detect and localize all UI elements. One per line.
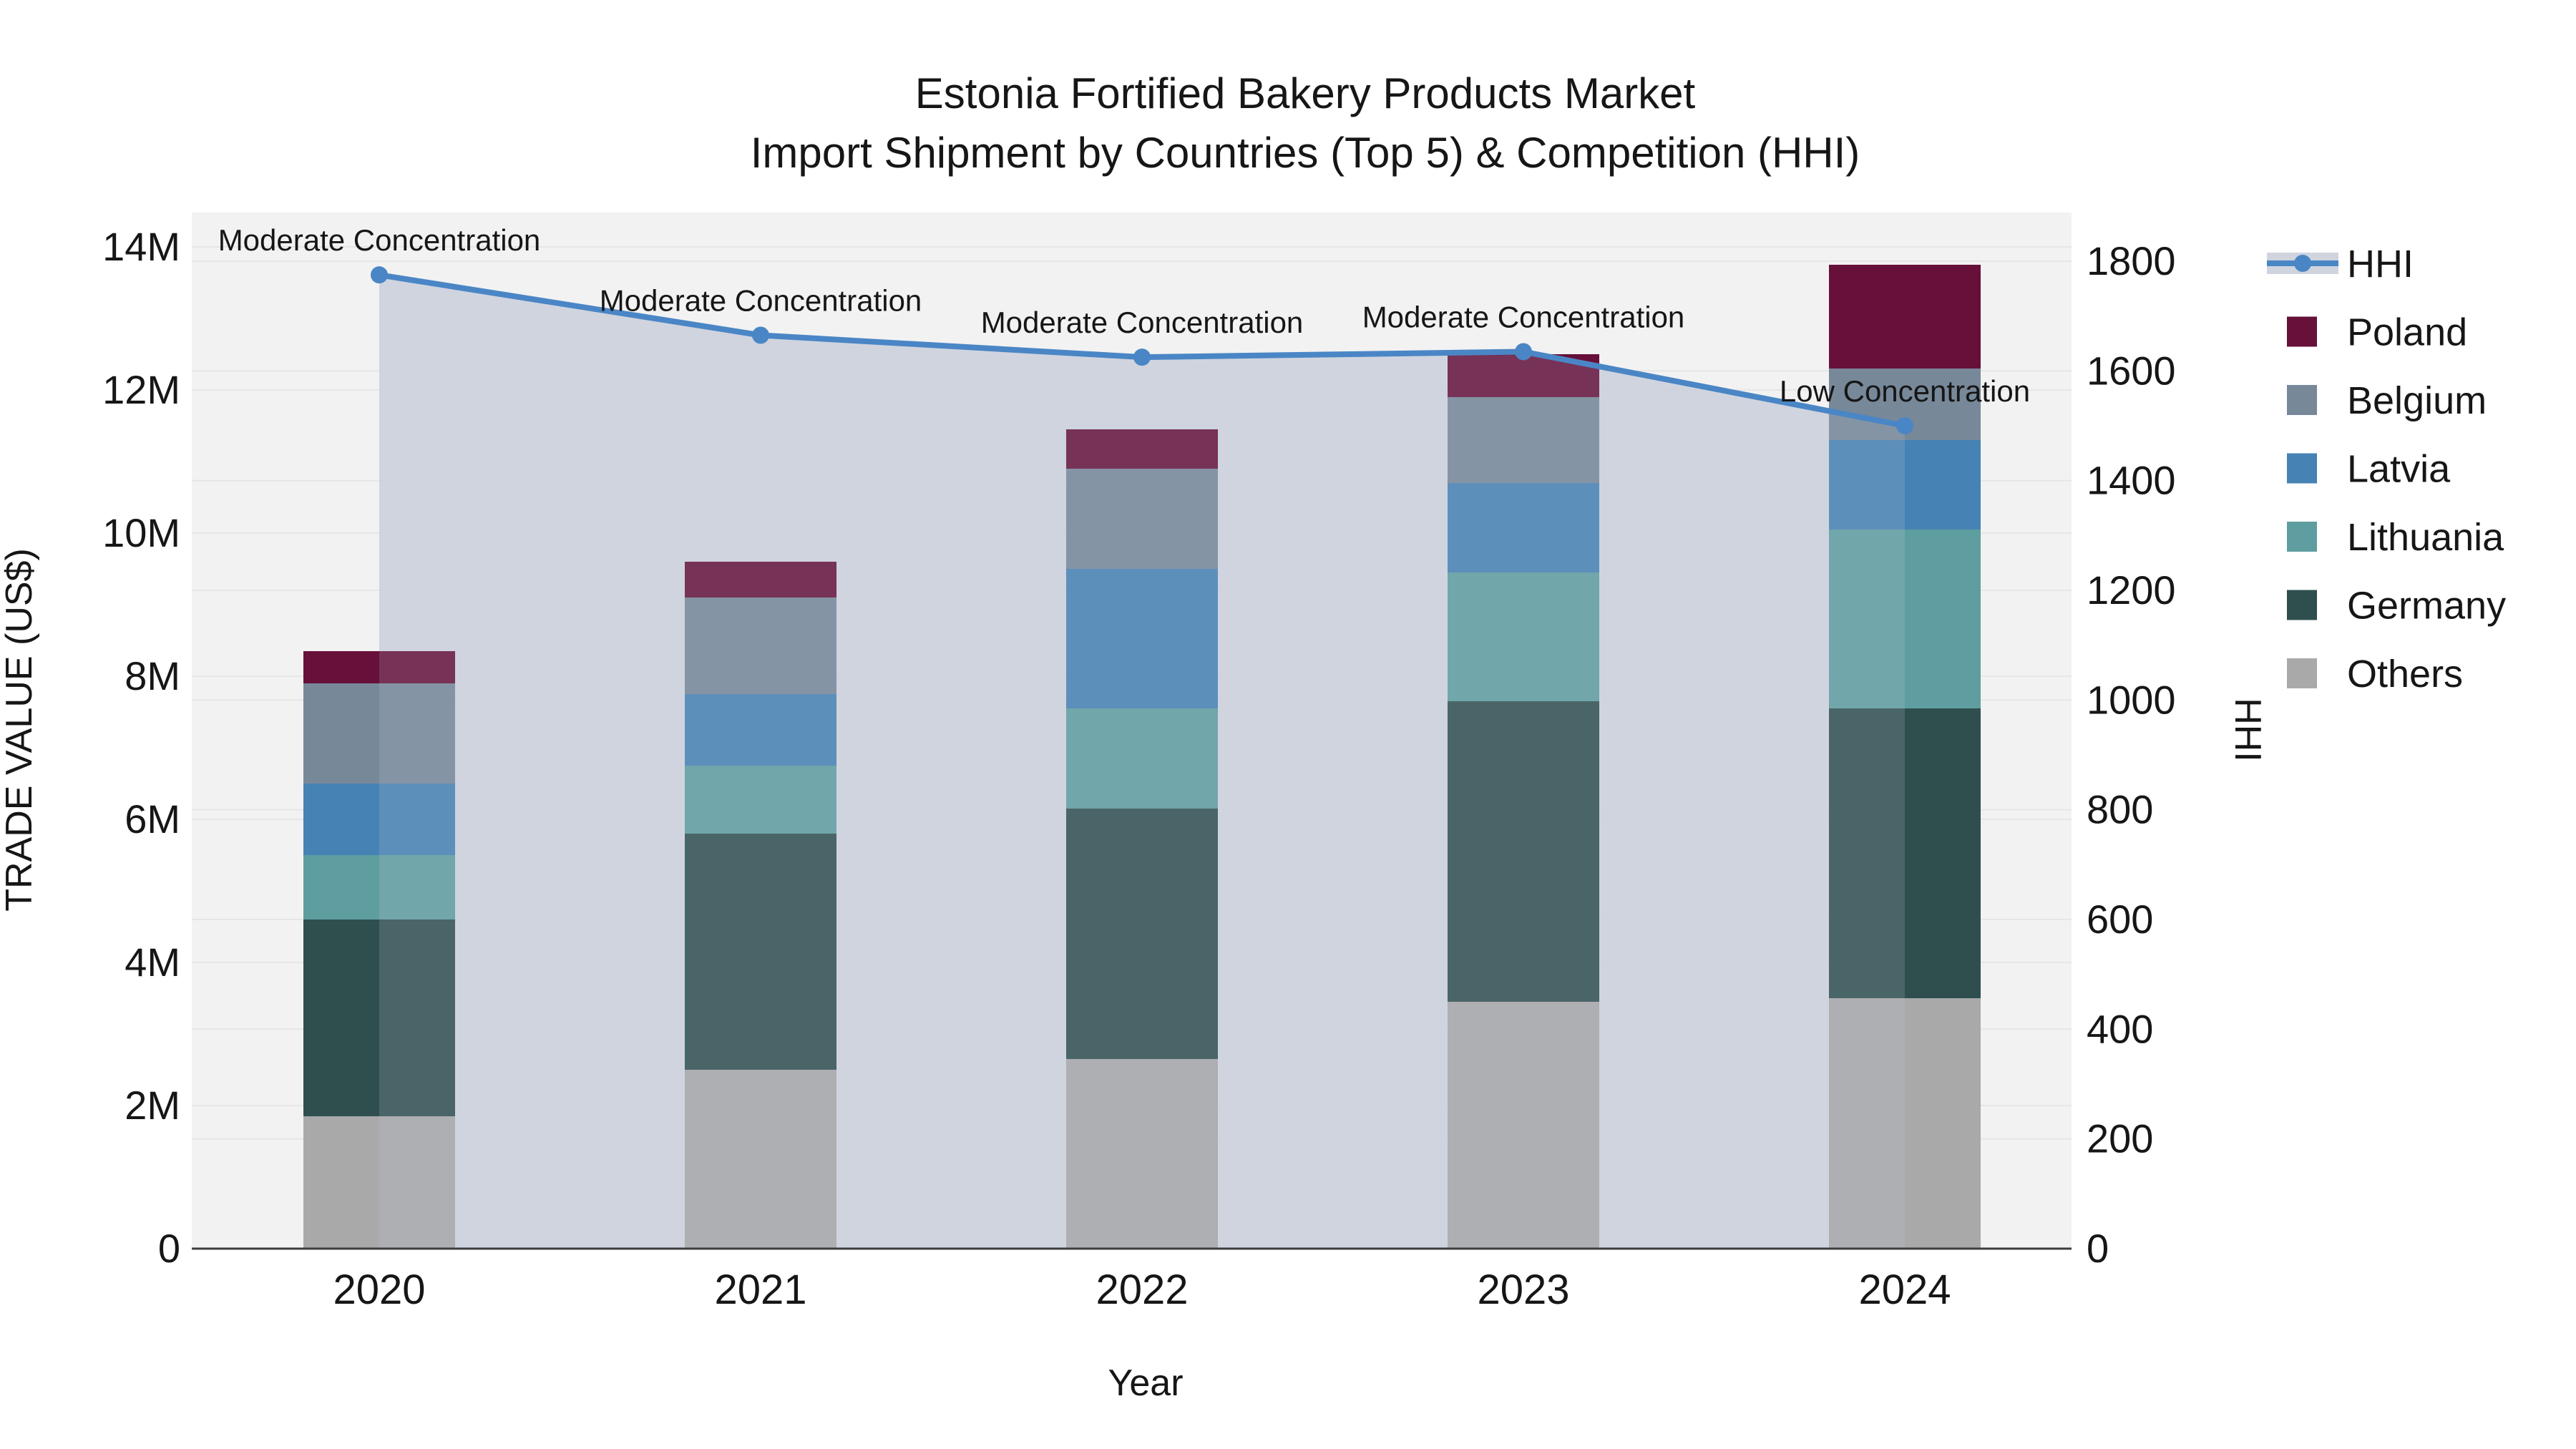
- legend-item-poland[interactable]: Poland: [2287, 311, 2467, 354]
- legend-hhi-marker-swatch: [2294, 255, 2311, 272]
- hhi-marker-2020[interactable]: [371, 266, 388, 284]
- legend-swatch-latvia: [2287, 453, 2317, 484]
- stacked-bars: [303, 265, 1981, 1249]
- bar-segment-others-2021[interactable]: [685, 1070, 836, 1249]
- bar-segment-belgium-2020[interactable]: [303, 683, 455, 784]
- legend-label-hhi: HHI: [2347, 243, 2414, 286]
- x-axis-title: Year: [1108, 1362, 1183, 1404]
- bar-segment-germany-2020[interactable]: [303, 919, 455, 1116]
- bar-segment-latvia-2023[interactable]: [1448, 483, 1599, 572]
- x-tick-label-2021: 2021: [714, 1267, 806, 1313]
- bar-segment-germany-2024[interactable]: [1829, 708, 1981, 998]
- bar-segment-others-2024[interactable]: [1829, 998, 1981, 1249]
- y-right-tick-label: 400: [2087, 1006, 2153, 1051]
- legend-swatch-lithuania: [2287, 522, 2317, 552]
- annotation-2023: Moderate Concentration: [1362, 301, 1685, 334]
- bar-segment-latvia-2022[interactable]: [1066, 569, 1218, 708]
- bar-segment-latvia-2024[interactable]: [1829, 440, 1981, 530]
- y-right-tick-label: 1600: [2087, 348, 2176, 393]
- legend-label-poland: Poland: [2347, 311, 2467, 354]
- legend-item-lithuania[interactable]: Lithuania: [2287, 516, 2504, 559]
- hhi-marker-2023[interactable]: [1515, 343, 1532, 361]
- axis-tick-labels: 0 2M 4M 6M 8M 10M 12M 14M 0 200 400 600 800 1000 1200 1…: [102, 224, 2176, 1313]
- legend-item-belgium[interactable]: Belgium: [2287, 379, 2487, 422]
- y-left-tick-label: 14M: [102, 224, 180, 269]
- bar-segment-germany-2021[interactable]: [685, 834, 836, 1070]
- y-right-tick-label: 1000: [2087, 677, 2176, 722]
- y-right-tick-label: 600: [2087, 897, 2153, 942]
- bar-segment-others-2023[interactable]: [1448, 1002, 1599, 1249]
- legend-swatch-germany: [2287, 590, 2317, 620]
- legend-swatch-others: [2287, 658, 2317, 688]
- annotation-2022: Moderate Concentration: [981, 306, 1304, 339]
- bar-segment-lithuania-2021[interactable]: [685, 766, 836, 834]
- bar-segment-belgium-2023[interactable]: [1448, 397, 1599, 483]
- bar-segment-germany-2022[interactable]: [1066, 809, 1218, 1059]
- annotation-2021: Moderate Concentration: [600, 284, 922, 318]
- y-right-tick-label: 200: [2087, 1116, 2153, 1161]
- y-right-tick-label: 1400: [2087, 458, 2176, 503]
- legend-label-latvia: Latvia: [2347, 448, 2451, 491]
- bar-segment-lithuania-2022[interactable]: [1066, 708, 1218, 809]
- y-left-tick-label: 12M: [102, 367, 180, 412]
- legend-item-hhi[interactable]: HHI: [2267, 243, 2414, 286]
- annotation-2024: Low Concentration: [1780, 374, 2030, 408]
- legend-label-belgium: Belgium: [2347, 379, 2487, 422]
- hhi-area-overlay: [379, 275, 1905, 1249]
- hhi-marker-2024[interactable]: [1896, 417, 1913, 434]
- y-left-tick-label: 6M: [125, 796, 180, 841]
- annotation-2020: Moderate Concentration: [218, 223, 541, 257]
- bar-segment-poland-2022[interactable]: [1066, 429, 1218, 469]
- bar-segment-lithuania-2020[interactable]: [303, 855, 455, 919]
- chart-title-line1: Estonia Fortified Bakery Products Market: [914, 69, 1696, 117]
- x-tick-label-2024: 2024: [1858, 1267, 1951, 1313]
- y-left-tick-label: 2M: [125, 1083, 180, 1128]
- bar-segment-others-2020[interactable]: [303, 1116, 455, 1249]
- chart-title-line2: Import Shipment by Countries (Top 5) & C…: [750, 129, 1860, 177]
- bar-segment-belgium-2021[interactable]: [685, 597, 836, 694]
- y-right-tick-label: 0: [2087, 1226, 2109, 1271]
- annotations: Moderate Concentration Moderate Concentra…: [218, 223, 2030, 408]
- y-left-axis-title: TRADE VALUE (US$): [0, 548, 40, 912]
- y-left-tick-label: 8M: [125, 653, 180, 698]
- y-left-tick-label: 0: [158, 1226, 180, 1271]
- bar-segment-poland-2021[interactable]: [685, 562, 836, 597]
- legend-item-latvia[interactable]: Latvia: [2287, 448, 2451, 491]
- bar-segment-belgium-2022[interactable]: [1066, 469, 1218, 569]
- hhi-area-overlay-polygon: [379, 275, 1905, 1249]
- bar-segment-poland-2020[interactable]: [303, 651, 455, 683]
- legend-swatch-poland: [2287, 316, 2317, 347]
- bar-segment-latvia-2021[interactable]: [685, 694, 836, 766]
- hhi-marker-2022[interactable]: [1133, 348, 1151, 366]
- bar-segment-latvia-2020[interactable]: [303, 784, 455, 855]
- y-right-axis-title: HHI: [2227, 698, 2268, 762]
- x-tick-label-2020: 2020: [333, 1267, 425, 1313]
- y-left-tick-label: 4M: [125, 940, 180, 985]
- y-right-tick-label: 1800: [2087, 238, 2176, 283]
- y-right-tick-label: 800: [2087, 787, 2153, 832]
- hhi-line-series: [371, 266, 1913, 434]
- legend-swatch-belgium: [2287, 385, 2317, 415]
- x-tick-label-2022: 2022: [1096, 1267, 1188, 1313]
- bar-segment-lithuania-2024[interactable]: [1829, 530, 1981, 708]
- x-tick-label-2023: 2023: [1477, 1267, 1569, 1313]
- bar-segment-others-2022[interactable]: [1066, 1059, 1218, 1249]
- bar-segment-germany-2023[interactable]: [1448, 701, 1599, 1002]
- legend-item-germany[interactable]: Germany: [2287, 585, 2506, 628]
- y-right-tick-label: 1200: [2087, 567, 2176, 613]
- legend-label-others: Others: [2347, 653, 2463, 696]
- bar-segment-poland-2024[interactable]: [1829, 265, 1981, 369]
- legend: HHI Poland Belgium Latvia Lithuania Germany Ot…: [2267, 243, 2506, 696]
- y-left-tick-label: 10M: [102, 510, 180, 555]
- legend-item-others[interactable]: Others: [2287, 653, 2463, 696]
- hhi-marker-2021[interactable]: [752, 326, 769, 344]
- legend-label-germany: Germany: [2347, 585, 2506, 628]
- legend-label-lithuania: Lithuania: [2347, 516, 2504, 559]
- bar-segment-lithuania-2023[interactable]: [1448, 572, 1599, 701]
